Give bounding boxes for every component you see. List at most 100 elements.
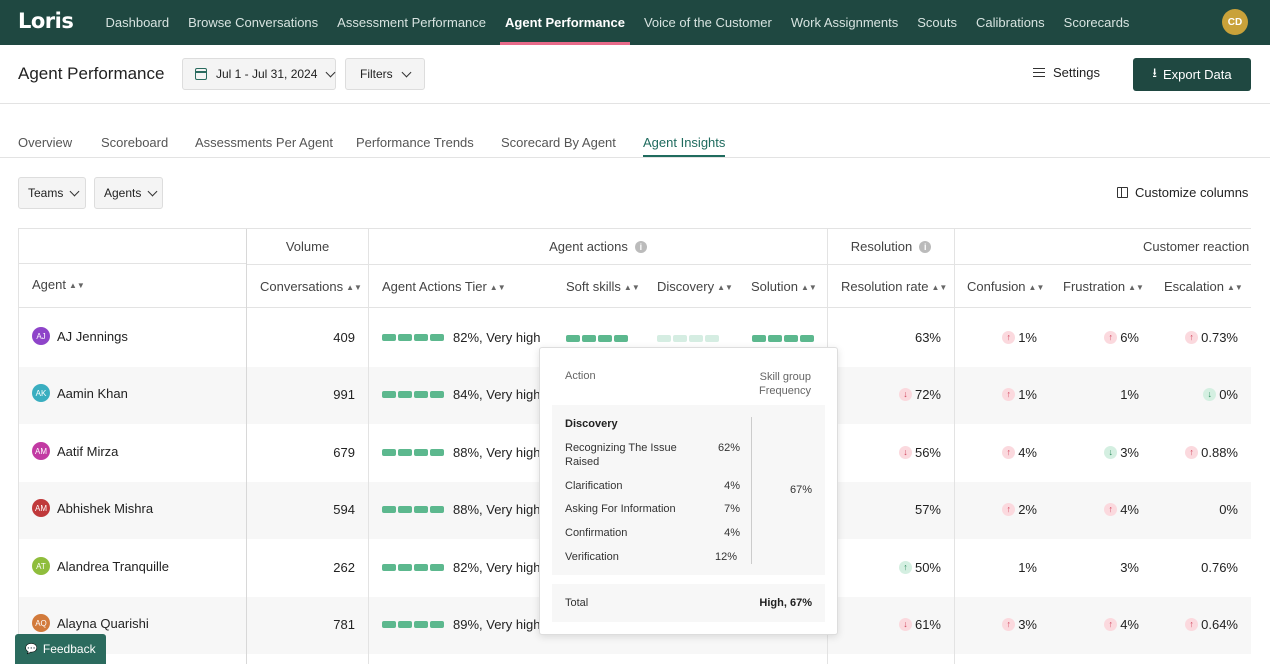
column-header-resolution-rate[interactable]: Resolution rate ▲▼ <box>841 279 948 294</box>
chevron-down-icon <box>401 67 412 77</box>
nav-item-voice-of-the-customer[interactable]: Voice of the Customer <box>643 15 772 30</box>
agent-cell[interactable]: AM Abhishek Mishra <box>32 499 153 517</box>
column-header-discovery[interactable]: Discovery ▲▼ <box>657 279 733 294</box>
nav-item-scouts[interactable]: Scouts <box>917 15 958 30</box>
arrow-up-icon: ↑ <box>1104 618 1118 631</box>
column-header-confusion[interactable]: Confusion ▲▼ <box>967 279 1045 294</box>
tier-bar <box>382 449 446 456</box>
agents-label: Agents <box>104 186 142 200</box>
confusion-value: 1% <box>1018 560 1037 575</box>
tab-scoreboard[interactable]: Scoreboard <box>101 135 169 150</box>
top-navigation: Loris Dashboard Browse Conversations Ass… <box>0 0 1270 45</box>
confusion-value: ↑ 4% <box>969 445 1037 460</box>
agents-dropdown[interactable]: Agents <box>94 177 163 209</box>
sort-icon: ▲▼ <box>1128 283 1144 292</box>
date-range-picker[interactable]: Jul 1 - Jul 31, 2024 <box>182 58 336 90</box>
discovery-bar[interactable] <box>657 335 721 342</box>
arrow-up-icon: ↑ <box>1002 503 1016 516</box>
settings-button[interactable]: Settings <box>1033 65 1100 80</box>
tier-cell: 89%, Very high <box>382 617 540 632</box>
column-header-escalation[interactable]: Escalation ▲▼ <box>1164 279 1243 294</box>
export-data-button[interactable]: ⭳ Export Data <box>1133 58 1251 91</box>
chevron-down-icon <box>147 186 158 196</box>
filters-button[interactable]: Filters <box>345 58 425 90</box>
column-header-solution[interactable]: Solution ▲▼ <box>751 279 817 294</box>
escalation-value: ↑ 0.64% <box>1159 617 1238 632</box>
confusion-value: ↑ 1% <box>969 330 1037 345</box>
customize-columns-label: Customize columns <box>1135 185 1249 200</box>
teams-label: Teams <box>28 186 64 200</box>
tier-cell: 82%, Very high <box>382 330 540 345</box>
tab-assessments-per-agent[interactable]: Assessments Per Agent <box>195 135 334 150</box>
frustration-value: 3% <box>1120 560 1139 575</box>
tier-cell: 88%, Very high <box>382 445 540 460</box>
info-icon[interactable]: i <box>634 240 647 253</box>
nav-item-assessment-performance[interactable]: Assessment Performance <box>337 15 487 30</box>
arrow-down-icon: ↓ <box>898 446 912 459</box>
loris-logo[interactable]: Loris <box>18 9 74 33</box>
sort-icon: ▲▼ <box>1226 283 1243 292</box>
agent-cell[interactable]: AJ AJ Jennings <box>32 327 128 345</box>
conversations-value: 679 <box>333 445 355 460</box>
tooltip-row: Asking For Information 7% <box>565 503 740 515</box>
nav-item-dashboard[interactable]: Dashboard <box>105 15 170 30</box>
feedback-button[interactable]: 💬 Feedback <box>15 634 106 664</box>
agent-cell[interactable]: AK Aamin Khan <box>32 384 128 402</box>
tooltip-row: Confirmation 4% <box>565 527 740 539</box>
column-header-frustration[interactable]: Frustration ▲▼ <box>1063 279 1144 294</box>
tab-agent-insights[interactable]: Agent Insights <box>643 135 726 157</box>
user-avatar[interactable]: CD <box>1222 9 1248 35</box>
arrow-down-icon: ↓ <box>1104 446 1118 459</box>
agent-cell[interactable]: AQ Alayna Quarishi <box>32 614 149 632</box>
sort-icon: ▲▼ <box>717 283 733 292</box>
discovery-tooltip: Action Skill group Frequency Discovery R… <box>539 347 838 635</box>
sort-icon: ▲▼ <box>1028 283 1045 292</box>
nav-item-scorecards[interactable]: Scorecards <box>1063 15 1130 30</box>
nav-item-calibrations[interactable]: Calibrations <box>976 15 1045 30</box>
arrow-up-icon: ↑ <box>1185 446 1199 459</box>
sort-icon: ▲▼ <box>68 281 85 290</box>
tab-performance-trends[interactable]: Performance Trends <box>356 135 474 150</box>
tooltip-header-action: Action <box>565 370 596 382</box>
page-header: Agent Performance Jul 1 - Jul 31, 2024 F… <box>0 45 1270 104</box>
filters-label: Filters <box>360 67 393 81</box>
tooltip-header-frequency: Skill group Frequency <box>759 371 811 397</box>
soft-skills-bar <box>566 335 630 342</box>
customize-columns-button[interactable]: Customize columns <box>1117 185 1248 200</box>
resolution-rate-value: ↓ 56% <box>849 445 941 460</box>
resolution-rate-value: ↑ 50% <box>849 560 941 575</box>
conversations-value: 991 <box>333 387 355 402</box>
column-header-soft-skills[interactable]: Soft skills ▲▼ <box>566 279 640 294</box>
column-header-conversations[interactable]: Conversations ▲▼ <box>260 279 362 294</box>
avatar: AT <box>32 557 50 575</box>
group-header-customer-reaction: Customer reaction <box>955 229 1251 265</box>
tooltip-divider <box>751 417 752 564</box>
sort-icon: ▲▼ <box>800 283 817 292</box>
column-header-agent[interactable]: Agent ▲▼ <box>32 277 85 292</box>
agent-cell[interactable]: AT Alandrea Tranquille <box>32 557 169 575</box>
nav-item-agent-performance[interactable]: Agent Performance <box>496 0 635 45</box>
teams-dropdown[interactable]: Teams <box>18 177 86 209</box>
tab-overview[interactable]: Overview <box>18 135 73 150</box>
chevron-down-icon <box>325 67 336 77</box>
frustration-value: ↑ 4% <box>1069 502 1139 517</box>
tooltip-total-label: Total <box>565 597 589 609</box>
tab-scorecard-by-agent[interactable]: Scorecard By Agent <box>501 135 616 150</box>
column-divider <box>246 229 247 664</box>
tier-cell: 82%, Very high <box>382 560 540 575</box>
nav-item-browse-conversations[interactable]: Browse Conversations <box>188 15 319 30</box>
info-icon[interactable]: i <box>919 240 932 253</box>
arrow-up-icon: ↑ <box>1104 331 1118 344</box>
tier-bar <box>382 506 446 513</box>
group-header-agent-actions: Agent actions i <box>369 229 827 265</box>
arrow-up-icon: ↑ <box>1002 618 1016 631</box>
avatar: AM <box>32 499 50 517</box>
download-icon: ⭳ <box>1152 64 1157 80</box>
arrow-down-icon: ↓ <box>1203 388 1217 401</box>
conversations-value: 781 <box>333 617 355 632</box>
column-header-agent-actions-tier[interactable]: Agent Actions Tier ▲▼ <box>382 279 506 294</box>
tooltip-group-frequency: 67% <box>790 484 813 496</box>
frustration-value: 1% <box>1120 387 1139 402</box>
nav-item-work-assignments[interactable]: Work Assignments <box>790 15 899 30</box>
agent-cell[interactable]: AM Aatif Mirza <box>32 442 118 460</box>
